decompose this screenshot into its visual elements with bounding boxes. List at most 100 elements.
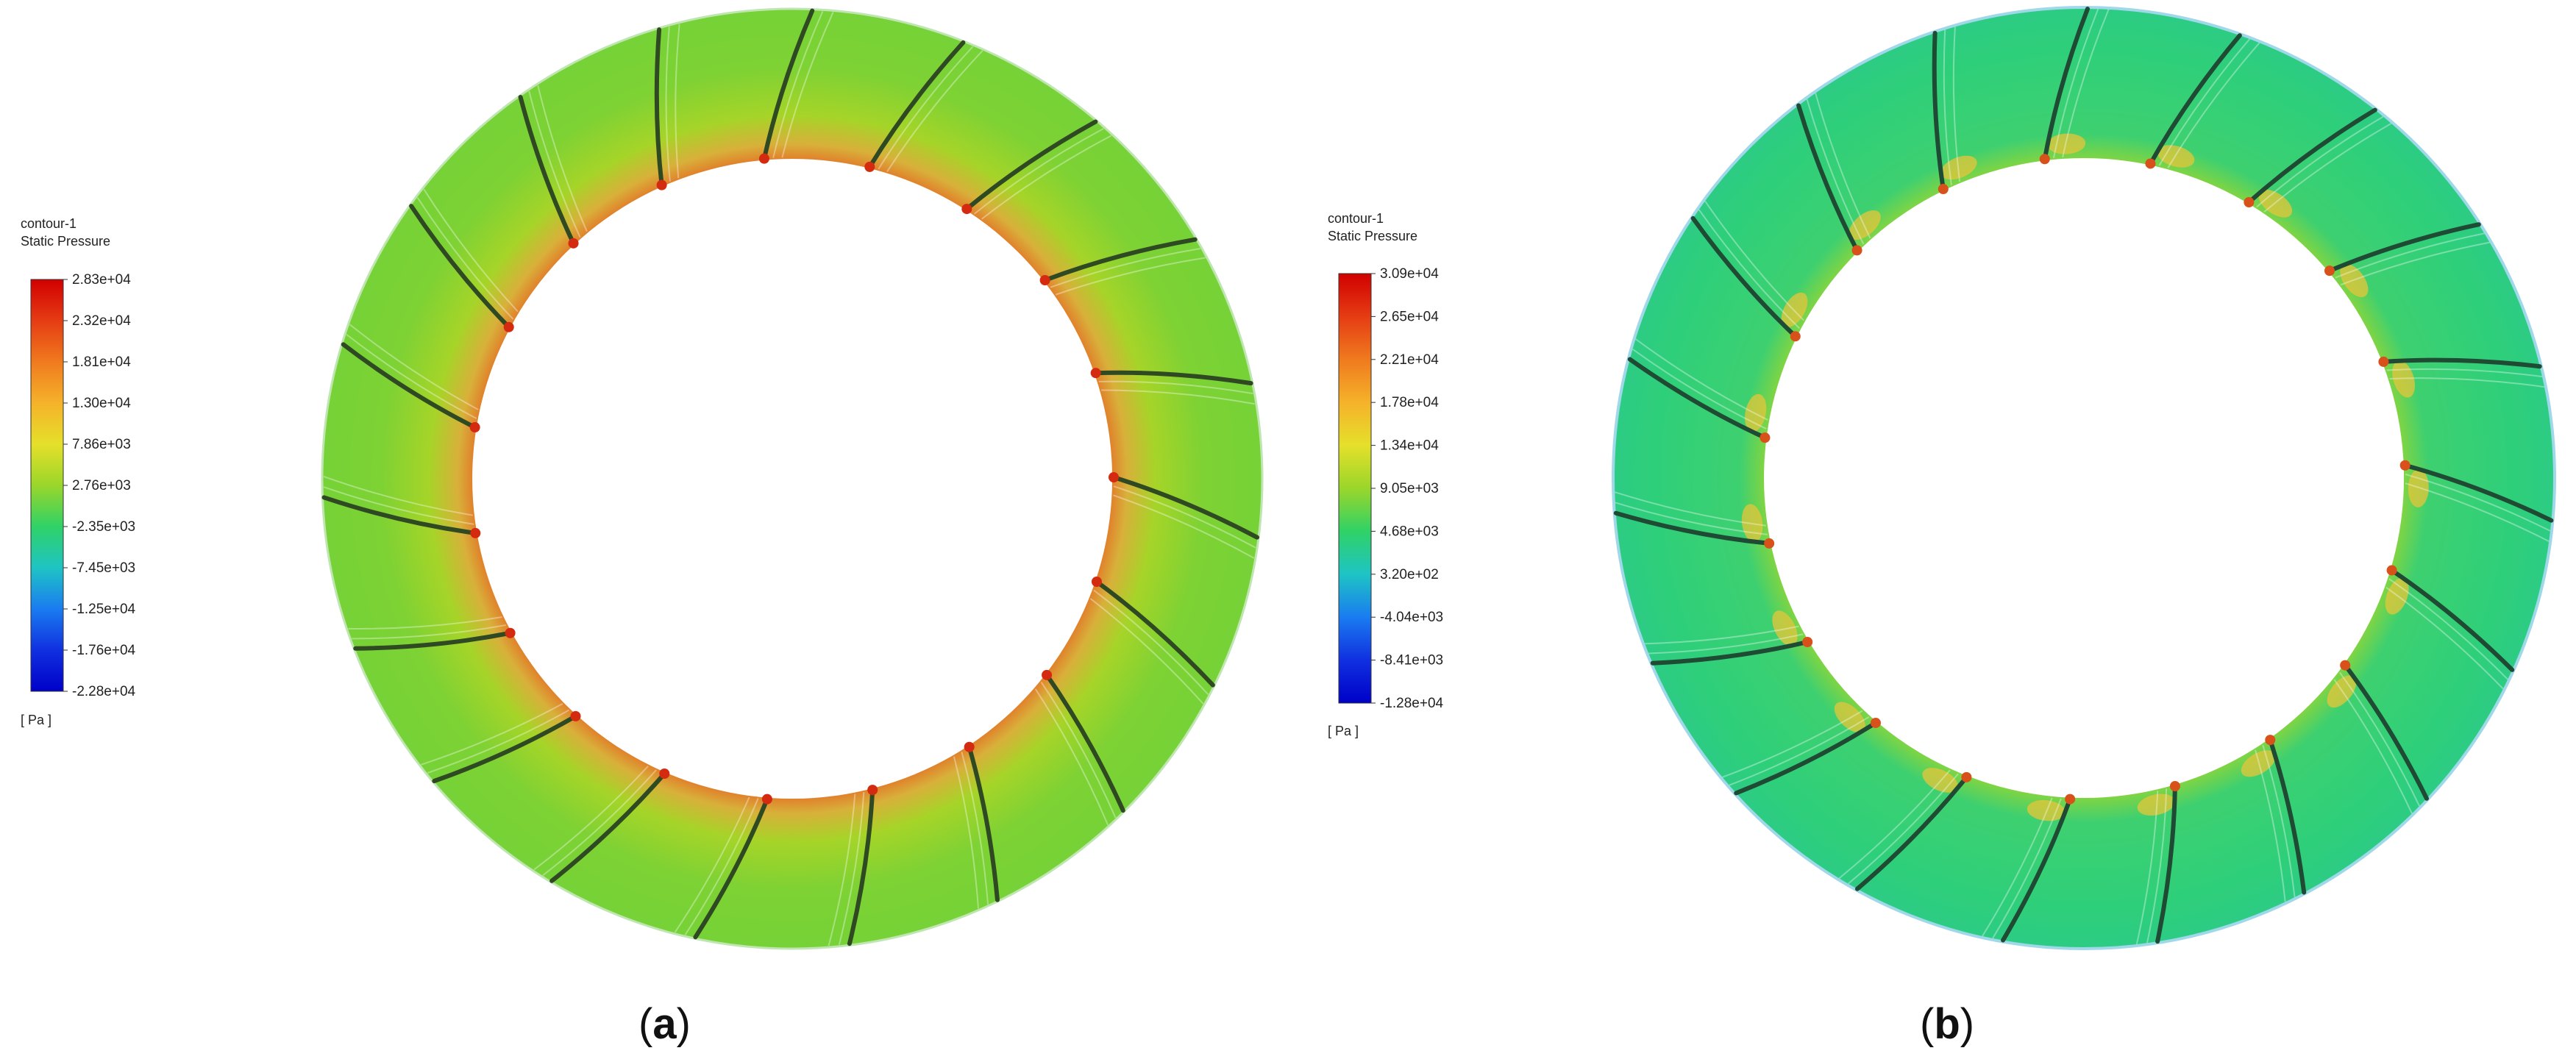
blade-root-hotspot: [1790, 331, 1801, 342]
colorbar-tick-label: -4.04e+03: [1380, 610, 1443, 625]
blade-shadow-line: [2386, 368, 2543, 378]
colorbar-tick-label: -1.25e+04: [72, 602, 136, 617]
blade-root-hotspot: [1042, 669, 1053, 680]
blade-shadow-line: [1089, 598, 1204, 705]
blade: [1094, 579, 1215, 688]
pressure-hotspot: [1781, 292, 1808, 327]
blade-shadow-line: [323, 475, 473, 516]
ring-b: [1612, 6, 2556, 950]
pressure-hotspot: [2408, 468, 2429, 507]
blade-shadow-line: [1729, 716, 1870, 786]
blade-shadow-line: [528, 90, 581, 238]
blade-shadow-line: [1815, 93, 1871, 239]
blade-shadow-line: [1632, 348, 1767, 429]
ring-b-blades: [1613, 7, 2554, 945]
blade-shadow-line: [1698, 209, 1801, 329]
blade-shadow-line: [346, 333, 477, 419]
colorbar-tick-label: 1.81e+04: [72, 354, 131, 370]
blade-shadow-line: [416, 197, 514, 320]
blade-shadow-line: [674, 796, 750, 933]
blade: [2155, 784, 2177, 944]
blade-shadow-line: [1040, 681, 1117, 819]
blade: [2042, 7, 2090, 162]
blade: [654, 27, 664, 188]
colorbar-tick-label: 2.65e+04: [1380, 309, 1439, 324]
blade-root-hotspot: [1764, 538, 1775, 549]
pressure-hotspot: [2157, 145, 2195, 168]
pressure-hotspot: [2027, 799, 2066, 821]
ring-a-surface: [321, 9, 1262, 949]
colorbar-tick-label: -2.28e+04: [72, 684, 136, 699]
blade-shadow-line: [1034, 688, 1109, 826]
caption-b: (b): [1920, 1000, 1974, 1048]
blade-root-hotspot: [761, 794, 772, 805]
blade-shadow-line: [1055, 257, 1206, 296]
blade-shadow-line: [1614, 491, 1766, 527]
blade-shadow-line: [352, 624, 507, 640]
legend-b-title: contour-1: [1328, 211, 1384, 226]
blade-shadow-line: [348, 616, 502, 630]
colorbar-tick-label: 2.83e+04: [72, 272, 131, 288]
blade-root-hotspot: [1938, 184, 1949, 195]
blade: [867, 40, 966, 169]
blade-shadow-line: [2405, 474, 2551, 532]
blade-shadow-line: [2263, 122, 2392, 213]
blade-root-hotspot: [2244, 197, 2255, 208]
colorbar-tick-label: 1.34e+04: [1380, 438, 1439, 454]
blade: [964, 119, 1098, 212]
blade-root-hotspot: [2324, 265, 2335, 277]
colorbar-tick-label: 2.21e+04: [1380, 352, 1439, 368]
colorbar-tick-label: 3.20e+02: [1380, 567, 1439, 582]
pressure-hotspot: [2392, 360, 2416, 398]
blade-shadow-line: [421, 702, 563, 766]
blade-root-hotspot: [1090, 368, 1101, 379]
colorbar-tick-label: 1.30e+04: [72, 396, 131, 411]
colorbar-tick-label: 4.68e+03: [1380, 524, 1439, 539]
blade-shadow-line: [772, 10, 824, 158]
blade-shadow-line: [675, 24, 680, 179]
blade: [1796, 103, 1860, 253]
blade-shadow-line: [981, 135, 1112, 220]
blade-shadow-line: [684, 798, 759, 935]
blade-shadow-line: [1050, 248, 1200, 288]
pressure-hotspot: [1834, 702, 1865, 733]
blade: [693, 796, 769, 940]
colorbar-tick-label: 7.86e+03: [72, 437, 131, 452]
blade-shadow-line: [1113, 494, 1255, 559]
pressure-hotspot: [1772, 610, 1798, 646]
blade-root-hotspot: [2039, 154, 2050, 165]
blade: [2268, 738, 2307, 895]
pressure-hotspot: [2241, 750, 2276, 777]
blade: [409, 204, 511, 329]
pressure-hotspot: [1741, 504, 1763, 543]
pressure-hotspot: [2340, 263, 2369, 298]
blade-shadow-line: [1806, 99, 1865, 245]
blade-shadow-line: [2262, 744, 2296, 898]
blade-shadow-line: [2340, 241, 2490, 286]
blade-root-hotspot: [2169, 781, 2180, 792]
blade-shadow-line: [537, 85, 588, 232]
blade-shadow-line: [973, 127, 1104, 215]
blade-shadow-line: [2146, 788, 2168, 944]
blade-shadow-line: [1982, 797, 2053, 937]
blade: [321, 495, 478, 535]
blade: [1111, 474, 1259, 540]
pressure-hotspot: [1922, 768, 1958, 793]
blade: [847, 788, 875, 946]
colorbar-tick-label: -1.76e+04: [72, 643, 136, 658]
blade-root-hotspot: [659, 768, 670, 779]
blade-root-hotspot: [505, 627, 516, 638]
legend-a: contour-1 Static Pressure 2.83e+04 2.32e+…: [21, 216, 136, 727]
blade-root-hotspot: [1851, 245, 1862, 256]
blade-shadow-line: [2052, 8, 2099, 159]
blade-root-hotspot: [656, 179, 667, 190]
colorbar-tick-label: 9.05e+03: [1380, 481, 1439, 496]
ring-a-blades: [321, 8, 1259, 946]
legend-b-variable: Static Pressure: [1328, 229, 1417, 243]
blade-shadow-line: [1113, 485, 1256, 549]
blade-root-hotspot: [1870, 717, 1881, 728]
blade-shadow-line: [542, 769, 657, 877]
legend-a-unit: [ Pa ]: [21, 713, 51, 727]
blade-shadow-line: [2167, 42, 2260, 168]
colorbar-b: [1338, 273, 1372, 704]
